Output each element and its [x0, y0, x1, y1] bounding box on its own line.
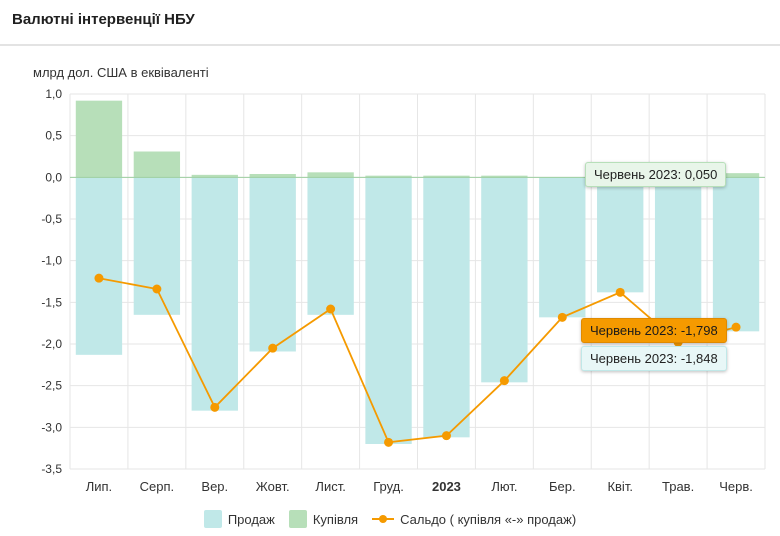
x-tick-label: Квіт.: [607, 479, 633, 494]
x-tick-label: 2023: [432, 479, 461, 494]
tooltip-balance: Червень 2023: -1,798: [581, 318, 727, 343]
sales-bar: [249, 177, 296, 352]
legend-item-purchases[interactable]: Купівля: [288, 510, 359, 528]
sales-bar: [539, 177, 586, 318]
x-tick-label: Серп.: [140, 479, 175, 494]
purchases-bar: [133, 151, 181, 178]
y-tick-label: -3,0: [41, 420, 62, 434]
y-tick-label: -2,5: [41, 379, 62, 393]
balance-point: [152, 284, 162, 294]
purchases-bar: [75, 100, 123, 178]
y-tick-label: -3,5: [41, 462, 62, 476]
sales-bar: [481, 177, 528, 383]
purchases-bar: [191, 174, 238, 178]
x-tick-label: Лип.: [86, 479, 112, 494]
x-tick-label: Бер.: [549, 479, 576, 494]
purchases-bar: [481, 175, 528, 178]
balance-point: [557, 312, 567, 322]
balance-line: [98, 277, 737, 444]
legend-swatch-purchases: [288, 510, 307, 528]
sales-bar: [191, 177, 238, 411]
x-tick-label: Лют.: [491, 479, 517, 494]
tooltip-sales: Червень 2023: -1,848: [581, 346, 727, 371]
tooltip-purchases: Червень 2023: 0,050: [585, 162, 727, 187]
balance-point: [731, 322, 741, 332]
sales-bar: [75, 177, 123, 355]
balance-point: [615, 287, 625, 297]
balance-point: [326, 304, 336, 314]
purchases-bar: [365, 175, 412, 178]
sales-bar: [597, 177, 644, 293]
y-tick-label: -1,5: [41, 295, 62, 309]
legend-label-purchases: Купівля: [312, 511, 359, 527]
y-tick-label: -2,0: [41, 337, 62, 351]
balance-point: [384, 437, 394, 447]
balance-point: [210, 402, 220, 412]
x-tick-label: Груд.: [373, 479, 404, 494]
page-title: Валютні інтервенції НБУ: [12, 11, 195, 28]
balance-point: [268, 343, 278, 353]
legend-item-balance[interactable]: Сальдо ( купівля «-» продаж): [372, 510, 576, 528]
chart-legend: Продаж Купівля Сальдо ( купівля «-» прод…: [0, 508, 780, 530]
y-tick-label: 0,0: [45, 170, 62, 184]
purchases-bar: [712, 173, 760, 178]
x-tick-label: Лист.: [315, 479, 345, 494]
legend-label-sales: Продаж: [227, 511, 275, 527]
y-tick-label: 1,0: [45, 87, 62, 101]
legend-item-sales[interactable]: Продаж: [203, 510, 275, 528]
x-tick-label: Черв.: [719, 479, 753, 494]
x-tick-label: Трав.: [662, 479, 694, 494]
y-axis-unit-label: млрд дол. США в еквіваленті: [33, 65, 209, 80]
y-tick-label: -1,0: [41, 254, 62, 268]
purchases-bar: [249, 174, 296, 178]
balance-point: [94, 273, 104, 283]
purchases-bar: [307, 172, 354, 178]
legend-label-balance: Сальдо ( купівля «-» продаж): [400, 511, 577, 527]
x-tick-label: Жовт.: [256, 479, 290, 494]
balance-point: [499, 376, 509, 386]
y-tick-label: -0,5: [41, 212, 62, 226]
sales-bar: [712, 177, 760, 332]
sales-bar: [654, 177, 702, 343]
purchases-bar: [423, 175, 470, 178]
sales-bar: [307, 177, 354, 315]
x-tick-label: Вер.: [201, 479, 228, 494]
legend-swatch-balance: [372, 510, 395, 528]
y-tick-label: 0,5: [45, 129, 62, 143]
chart-header: Валютні інтервенції НБУ: [0, 0, 780, 46]
sales-bar: [365, 177, 412, 445]
sales-bar: [133, 177, 181, 315]
legend-swatch-sales: [203, 510, 222, 528]
sales-bar: [423, 177, 470, 438]
balance-point: [441, 431, 451, 441]
